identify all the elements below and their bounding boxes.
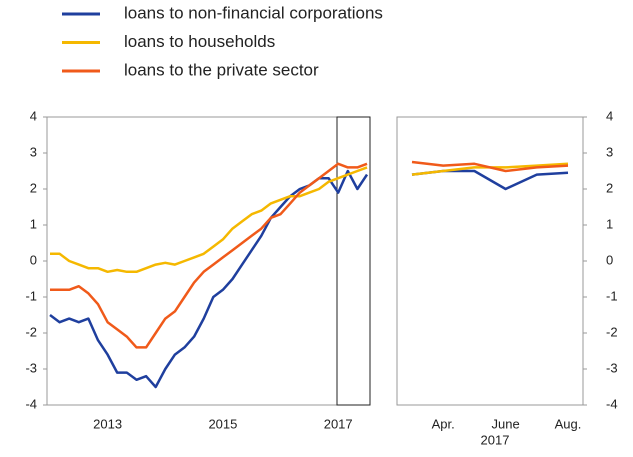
highlight-box [336,116,371,406]
x-tick-label: Apr. [432,416,455,431]
y-tick-label: 2 [30,180,37,195]
x-tick-label: 2017 [324,416,353,431]
series-line [411,160,569,173]
y-tick-label: 3 [30,144,37,159]
y-tick-label: -2 [606,324,618,339]
series-line [411,169,569,191]
y-tick-label: 4 [30,108,37,123]
y-tick-label: -4 [25,396,37,411]
x-tick-label: Aug. [555,416,582,431]
x-tick-label: 2015 [208,416,237,431]
y-tick-label: 4 [606,108,613,123]
legend-label: loans to non-financial corporations [124,3,383,22]
legend-label: loans to households [124,32,275,51]
left-plot-frame [46,116,371,406]
y-tick-label: 1 [606,216,613,231]
series-line [50,166,368,274]
series-line [49,169,369,389]
series-line [50,162,368,349]
x-tick-label: 2013 [93,416,122,431]
y-tick-label: 0 [606,252,613,267]
right-plot-frame [396,116,584,406]
legend-label: loans to the private sector [124,60,319,79]
y-tick-label: 3 [606,144,613,159]
y-tick-label: -1 [606,288,618,303]
y-tick-label: 1 [30,216,37,231]
x-year-label: 2017 [481,432,510,447]
y-tick-label: 0 [30,252,37,267]
y-tick-label: -2 [25,324,37,339]
y-tick-label: -1 [25,288,37,303]
y-tick-label: -3 [25,360,37,375]
y-tick-label: -4 [606,396,618,411]
y-tick-label: 2 [606,180,613,195]
x-tick-label: June [491,416,519,431]
y-tick-label: -3 [606,360,618,375]
